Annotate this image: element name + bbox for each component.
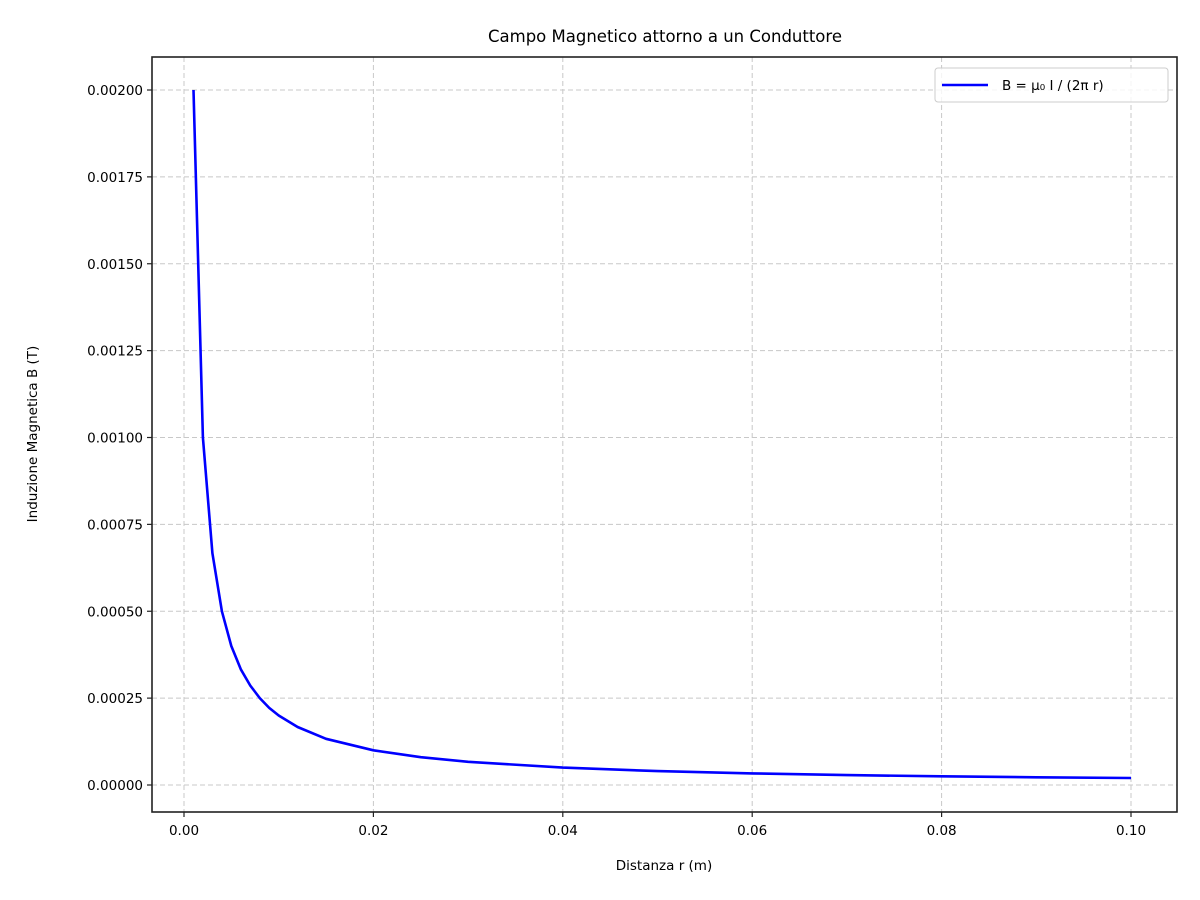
x-tick-label: 0.04 (548, 823, 578, 839)
legend-box (934, 67, 1169, 103)
y-tick-label: 0.00075 (87, 517, 143, 533)
series-line (192, 89, 1132, 780)
y-axis-label: Induzione Magnetica B (T) (25, 346, 41, 523)
y-tick-label: 0.00200 (87, 83, 143, 99)
y-tick-label: 0.00175 (87, 170, 143, 186)
y-tick-label: 0.00100 (87, 431, 143, 447)
x-tick-label: 0.06 (737, 823, 767, 839)
grid-lines (152, 57, 1177, 812)
y-tick-label: 0.00025 (87, 691, 143, 707)
y-tick-label: 0.00050 (87, 604, 143, 620)
x-axis-label: Distanza r (m) (616, 858, 712, 874)
legend-label: B = μ₀ I / (2π r) (1002, 78, 1104, 94)
chart-title: Campo Magnetico attorno a un Conduttore (488, 27, 842, 46)
y-tick-label: 0.00000 (87, 778, 143, 794)
data-series (192, 89, 1132, 780)
y-axis-ticks: 0.00000 0.00025 0.00050 0.00075 0.00100 0.001… (87, 83, 152, 794)
x-tick-label: 0.10 (1116, 823, 1146, 839)
legend: B = μ₀ I / (2π r) (934, 67, 1169, 103)
x-tick-label: 0.02 (358, 823, 388, 839)
x-tick-label: 0.00 (169, 823, 199, 839)
y-tick-label: 0.00125 (87, 344, 143, 360)
plot-frame (151, 56, 1178, 813)
x-axis-ticks: 0.00 0.02 0.04 0.06 0.08 0.10 (169, 812, 1146, 839)
y-tick-label: 0.00150 (87, 257, 143, 273)
x-tick-label: 0.08 (927, 823, 957, 839)
